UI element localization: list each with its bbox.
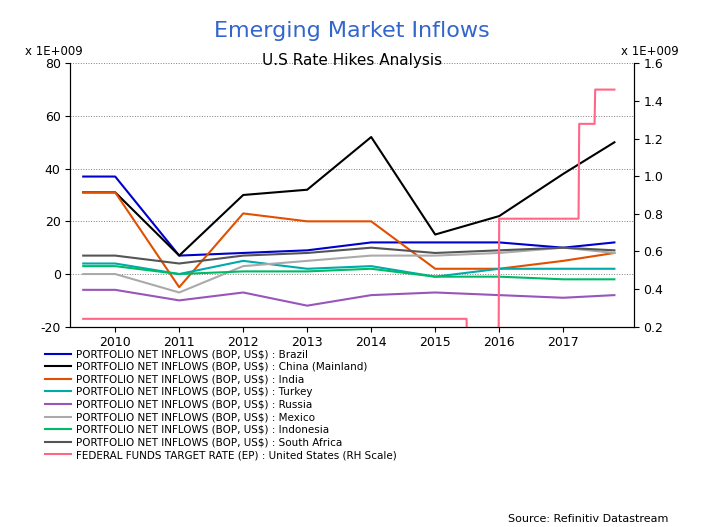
Text: x 1E+009: x 1E+009 xyxy=(25,45,83,58)
Text: Emerging Market Inflows: Emerging Market Inflows xyxy=(214,21,490,41)
Legend: PORTFOLIO NET INFLOWS (BOP, US$) : Brazil, PORTFOLIO NET INFLOWS (BOP, US$) : Ch: PORTFOLIO NET INFLOWS (BOP, US$) : Brazi… xyxy=(40,345,401,464)
Text: x 1E+009: x 1E+009 xyxy=(621,45,679,58)
Text: U.S Rate Hikes Analysis: U.S Rate Hikes Analysis xyxy=(262,53,442,67)
Text: Source: Refinitiv Datastream: Source: Refinitiv Datastream xyxy=(508,514,669,524)
